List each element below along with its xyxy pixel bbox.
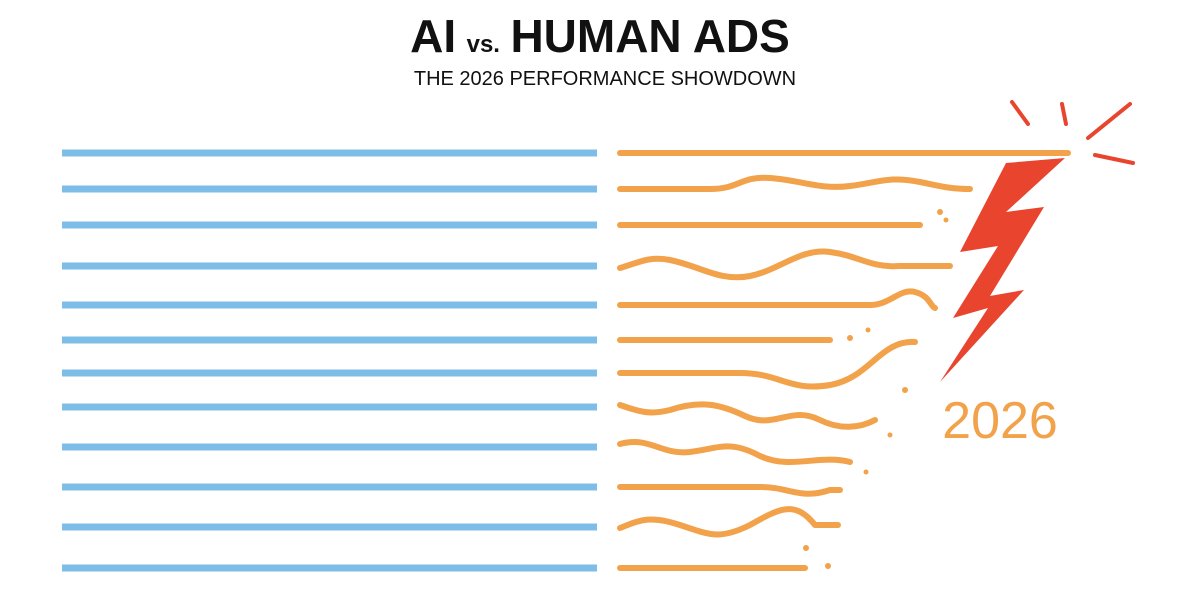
title-right: HUMAN ADS [510, 10, 789, 62]
lightning-bolt [940, 158, 1065, 382]
title-left: AI [410, 10, 456, 62]
crumbs [803, 209, 949, 569]
year-label: 2026 [942, 392, 1058, 450]
sparks [1010, 100, 1135, 165]
subtitle: THE 2026 PERFORMANCE SHOWDOWN [414, 68, 796, 90]
ai-lines [62, 149, 597, 572]
title-middle: vs. [467, 31, 500, 58]
human-lines [617, 150, 1071, 571]
title: AI vs. HUMAN ADS [410, 10, 790, 62]
